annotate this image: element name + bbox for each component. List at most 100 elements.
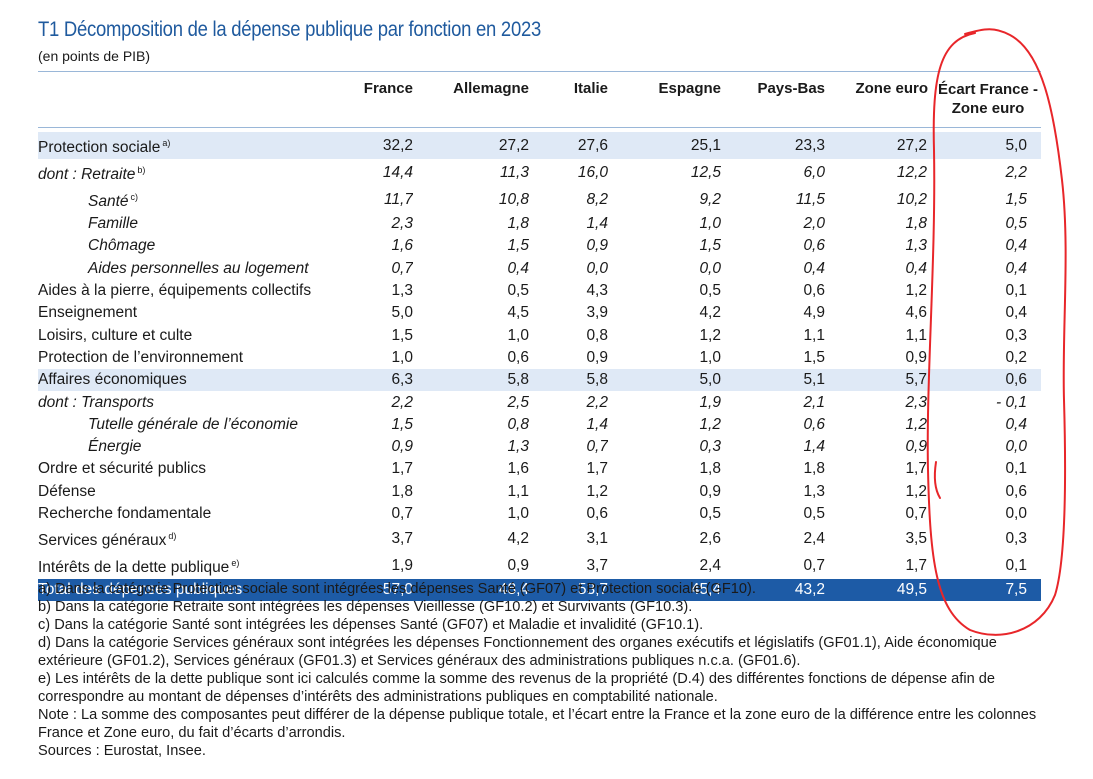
row-label: Santé c) — [38, 186, 338, 213]
col-header-allemagne: Allemagne — [453, 80, 529, 97]
row-label-text: Défense — [38, 482, 96, 500]
cell-value: 0,6 — [1005, 482, 1027, 500]
cell-value: 0,5 — [699, 282, 721, 300]
cell-value: 0,5 — [507, 282, 529, 300]
cell-value: 1,3 — [507, 438, 529, 456]
cell-value: 1,2 — [586, 482, 608, 500]
cell-value: 0,1 — [1005, 556, 1027, 574]
row-end-pad — [1027, 258, 1041, 280]
cell-value: 1,5 — [699, 237, 721, 255]
cell-value: 2,5 — [507, 393, 529, 411]
cell-value: 0,3 — [1005, 529, 1027, 547]
cell-value: 1,0 — [391, 348, 413, 366]
cell-value: 0,0 — [586, 259, 608, 277]
cell-value: 1,8 — [803, 460, 825, 478]
row-label-text: Retraite — [81, 166, 136, 183]
row-footnote-marker: a) — [162, 138, 171, 148]
table-row: Services généraux d) 3,7 4,2 3,1 2,6 2,4 3,5 0,3 — [38, 525, 1041, 552]
row-label-text: Énergie — [88, 438, 142, 456]
row-end-pad — [1027, 414, 1041, 436]
cell-value: 14,4 — [382, 163, 413, 181]
cell-value: 1,0 — [507, 326, 529, 344]
footnotes: a) Dans la catégorie Protection sociale … — [38, 580, 1048, 760]
cell-value: 9,2 — [699, 190, 721, 208]
row-label: Total des dépenses publiques — [38, 579, 338, 602]
row-label: Énergie — [38, 436, 338, 458]
row-end-pad — [1027, 186, 1041, 213]
cell-value: 1,8 — [391, 482, 413, 500]
cell-value: 0,2 — [1005, 348, 1027, 366]
cell-value: 0,3 — [699, 438, 721, 456]
cell-value: 2,0 — [803, 215, 825, 233]
cell-value: 1,4 — [586, 415, 608, 433]
row-label-text: Intérêts de la dette publique — [38, 559, 230, 577]
cell-value: 0,1 — [1005, 460, 1027, 478]
row-prefix: dont : — [38, 166, 82, 183]
cell-value: 4,5 — [507, 304, 529, 322]
cell-value: 3,7 — [391, 529, 413, 547]
cell-value: - 0,1 — [995, 393, 1027, 411]
row-footnote-marker: b) — [137, 165, 146, 175]
cell-value: 1,3 — [803, 482, 825, 500]
cell-value: 5,7 — [825, 369, 927, 392]
cell-value: 6,3 — [338, 369, 413, 392]
row-end-pad — [1027, 347, 1041, 369]
cell-value: 1,2 — [699, 415, 721, 433]
row-end-pad — [1027, 132, 1041, 159]
row-end-pad — [1027, 213, 1041, 235]
cell-value: 0,5 — [803, 505, 825, 522]
col-header-espagne: Espagne — [658, 80, 721, 97]
cell-value: 23,3 — [721, 132, 825, 159]
row-label-text: Services généraux — [38, 532, 167, 550]
row-label: Ordre et sécurité publics — [38, 458, 338, 480]
table-row: Recherche fondamentale 0,7 1,0 0,6 0,5 0,5 0,7… — [38, 503, 1041, 525]
cell-value: 6,0 — [803, 163, 825, 181]
cell-value: 4,3 — [586, 282, 608, 300]
cell-value: 48,4 — [413, 579, 529, 602]
row-label: Famille — [38, 213, 338, 235]
row-label: Enseignement — [38, 302, 338, 324]
cell-value: 3,7 — [586, 556, 608, 574]
col-header-pays-bas: Pays-Bas — [757, 80, 825, 97]
cell-value: 1,8 — [905, 215, 927, 233]
cell-value: 1,2 — [905, 482, 927, 500]
table-row: Santé c) 11,7 10,8 8,2 9,2 11,5 10,2 1,5 — [38, 186, 1041, 213]
cell-value: 2,2 — [586, 393, 608, 411]
row-label: Chômage — [38, 235, 338, 257]
cell-value: 1,0 — [699, 348, 721, 366]
cell-value: 0,6 — [803, 282, 825, 300]
cell-value: 4,6 — [905, 304, 927, 322]
row-prefix: dont : — [38, 393, 82, 411]
cell-value: 0,3 — [1005, 326, 1027, 344]
row-label: dont : Transports — [38, 391, 338, 413]
table-row: Intérêts de la dette publique e) 1,9 0,9 3,7… — [38, 552, 1041, 579]
cell-value: 5,8 — [413, 369, 529, 392]
cell-value: 11,5 — [795, 190, 825, 208]
row-end-pad — [1027, 481, 1041, 503]
cell-value: 1,6 — [391, 237, 413, 255]
row-label: Affaires économiques — [38, 369, 338, 392]
cell-value: 10,2 — [896, 190, 927, 208]
table-row: Défense 1,8 1,1 1,2 0,9 1,3 1,2 0,6 — [38, 481, 1041, 503]
cell-value: 1,7 — [905, 556, 927, 574]
cell-value: 5,0 — [391, 304, 413, 322]
cell-value: 0,9 — [586, 237, 608, 255]
row-end-pad — [1027, 436, 1041, 458]
table-row: Tutelle générale de l’économie 1,5 0,8 1,4 1… — [38, 414, 1041, 436]
cell-value: 16,0 — [577, 163, 608, 181]
table-row: Enseignement 5,0 4,5 3,9 4,2 4,9 4,6 0,4 — [38, 302, 1041, 324]
row-label: Protection sociale a) — [38, 132, 338, 159]
row-label-text: Chômage — [88, 237, 156, 255]
table-row: Énergie 0,9 1,3 0,7 0,3 1,4 0,9 0,0 — [38, 436, 1041, 458]
row-label-text: Santé — [88, 193, 129, 210]
cell-value: 0,9 — [905, 438, 927, 456]
table-row: Aides personnelles au logement 0,7 0,4 0,0 0… — [38, 258, 1041, 280]
cell-value: 0,4 — [1005, 304, 1027, 322]
row-end-pad — [1027, 302, 1041, 324]
row-label-text: Affaires économiques — [38, 371, 187, 389]
row-end-pad — [1027, 391, 1041, 413]
cell-value: 27,6 — [529, 132, 608, 159]
cell-value: 1,1 — [803, 326, 825, 344]
sources: Sources : Eurostat, Insee. — [38, 743, 206, 759]
table-row: Affaires économiques 6,3 5,8 5,8 5,0 5,1 5,7 0,… — [38, 369, 1041, 392]
